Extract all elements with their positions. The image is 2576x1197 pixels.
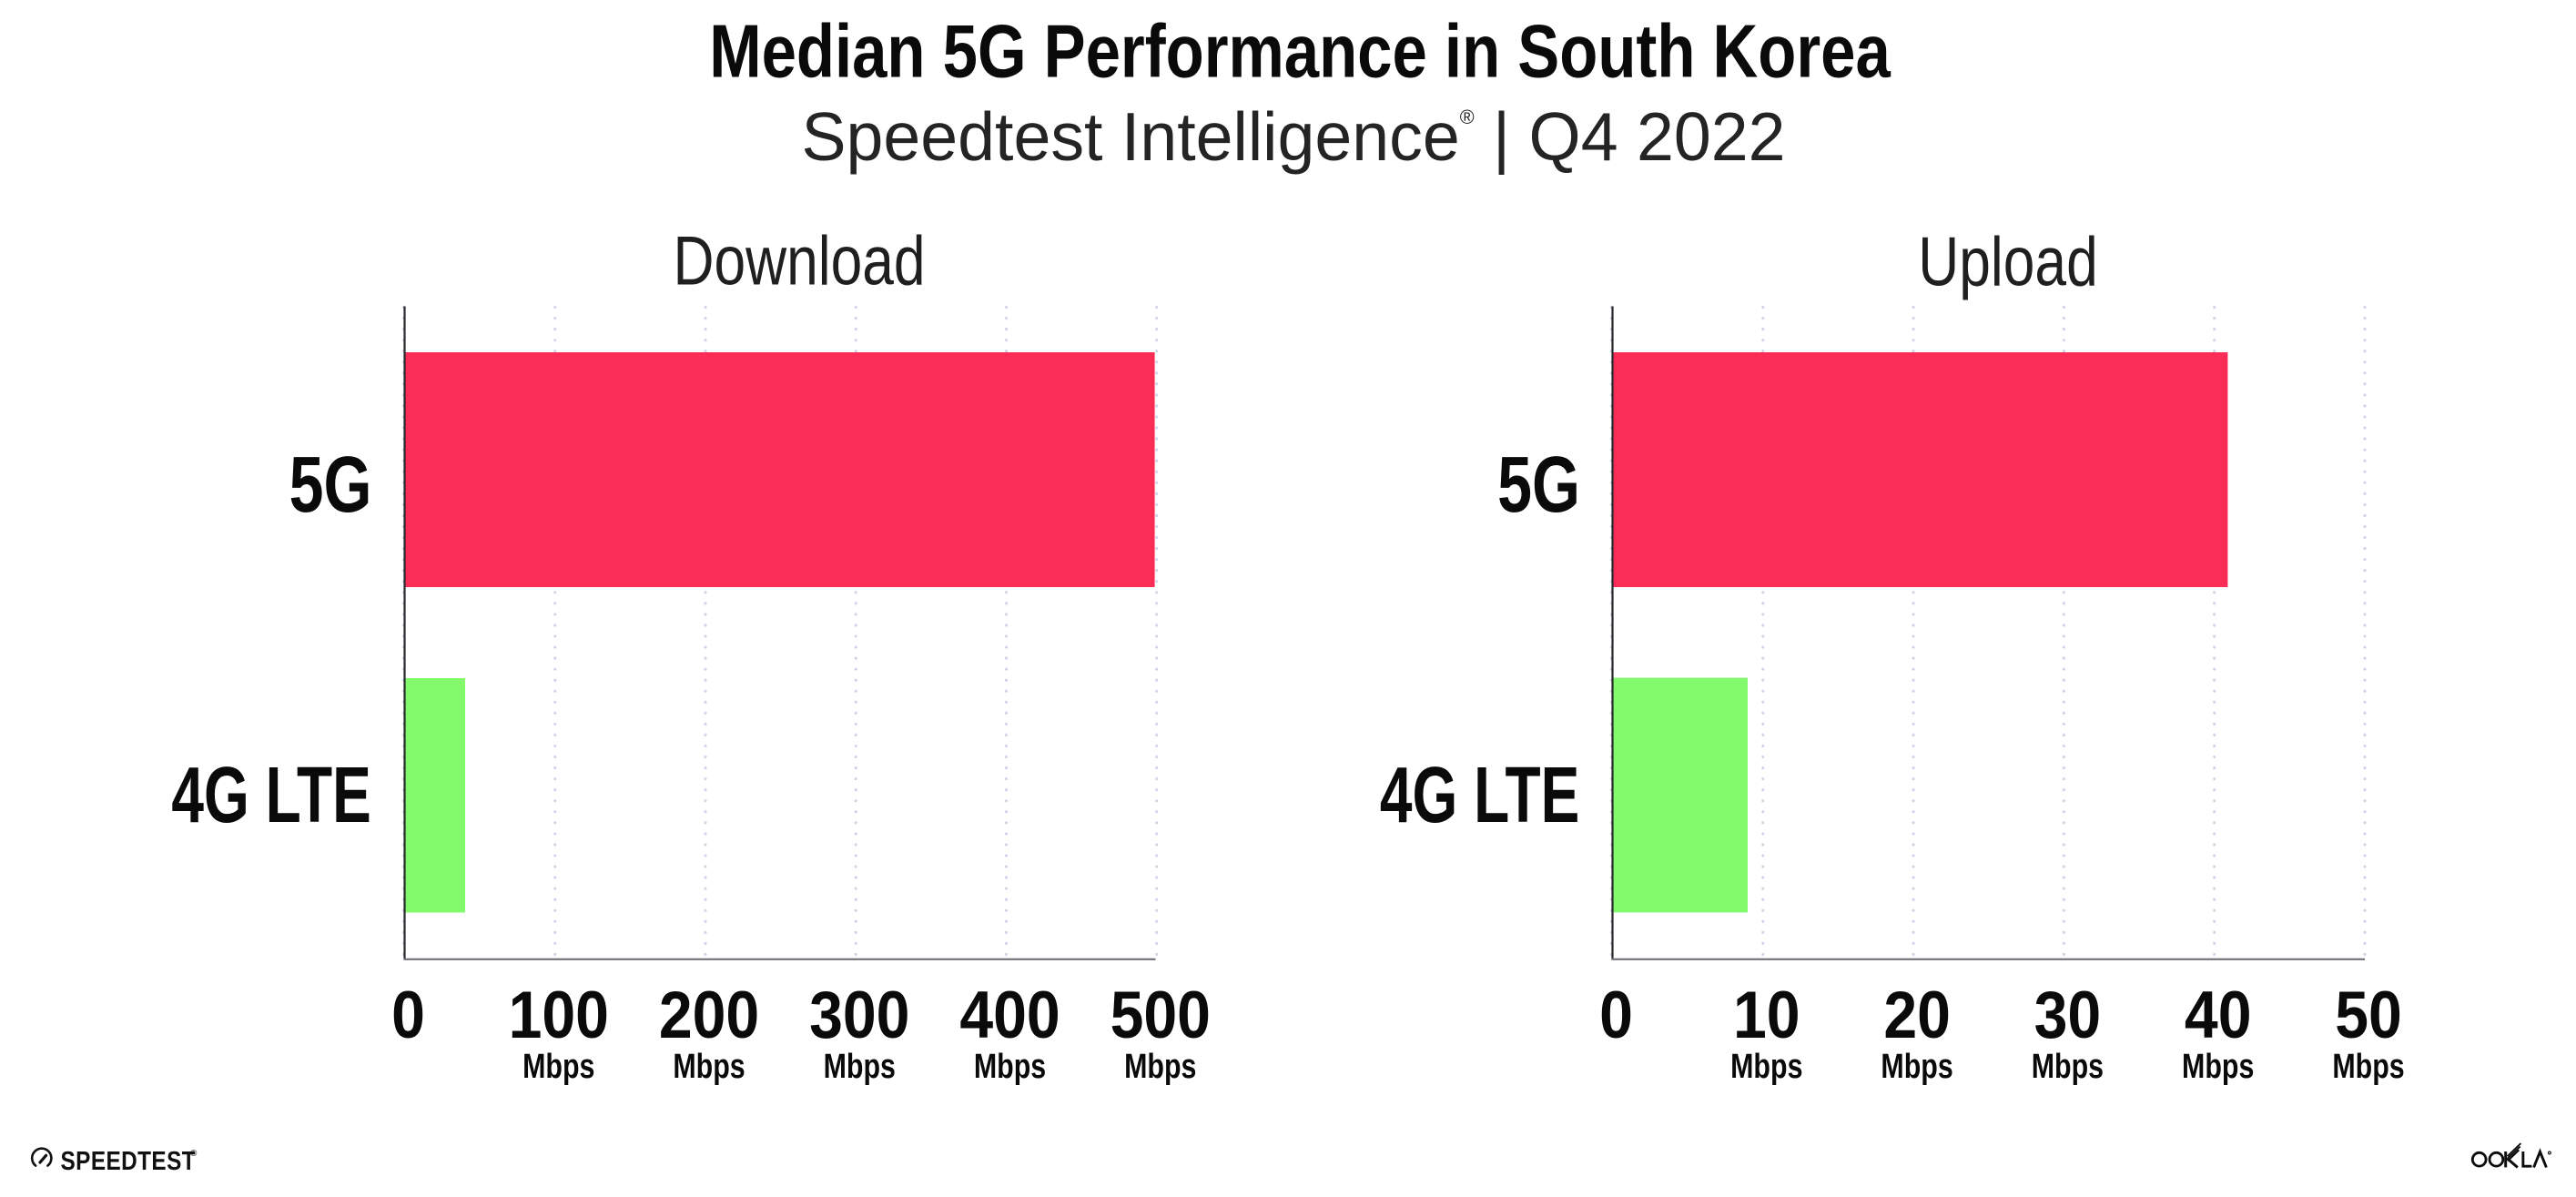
svg-text:Download: Download <box>673 222 925 299</box>
svg-text:Mbps: Mbps <box>1881 1048 1952 1086</box>
svg-text:30: 30 <box>2034 978 2102 1052</box>
svg-text:Mbps: Mbps <box>1124 1048 1196 1086</box>
svg-text:100: 100 <box>509 978 609 1052</box>
svg-text:Mbps: Mbps <box>974 1048 1046 1086</box>
svg-text:Median 5G Performance in South: Median 5G Performance in South Korea <box>709 9 1891 93</box>
svg-text:Mbps: Mbps <box>522 1048 594 1086</box>
svg-text:4G LTE: 4G LTE <box>1380 751 1579 839</box>
svg-text:5G: 5G <box>289 440 372 529</box>
svg-text:Mbps: Mbps <box>673 1048 745 1086</box>
svg-text:200: 200 <box>659 978 759 1052</box>
svg-text:300: 300 <box>809 978 909 1052</box>
svg-text:400: 400 <box>959 978 1060 1052</box>
svg-text:5G: 5G <box>1497 440 1580 529</box>
svg-text:Mbps: Mbps <box>824 1048 896 1086</box>
svg-text:0: 0 <box>1599 978 1633 1052</box>
svg-text:SPEEDTEST: SPEEDTEST <box>61 1146 197 1175</box>
svg-text:Mbps: Mbps <box>2332 1048 2404 1086</box>
svg-text:0: 0 <box>391 978 425 1052</box>
svg-text:20: 20 <box>1883 978 1951 1052</box>
svg-text:Mbps: Mbps <box>1730 1048 1802 1086</box>
svg-text:40: 40 <box>2185 978 2252 1052</box>
svg-text:500: 500 <box>1111 978 1211 1052</box>
svg-text:®: ® <box>190 1149 198 1159</box>
svg-text:Upload: Upload <box>1918 223 2097 300</box>
svg-text:50: 50 <box>2335 978 2402 1052</box>
svg-text:4G LTE: 4G LTE <box>171 751 370 839</box>
svg-text:Mbps: Mbps <box>2182 1048 2254 1086</box>
svg-text:Mbps: Mbps <box>2032 1048 2104 1086</box>
svg-text:10: 10 <box>1733 978 1800 1052</box>
svg-text:Speedtest Intelligence® | Q4 2: Speedtest Intelligence® | Q4 2022 <box>801 98 1785 175</box>
